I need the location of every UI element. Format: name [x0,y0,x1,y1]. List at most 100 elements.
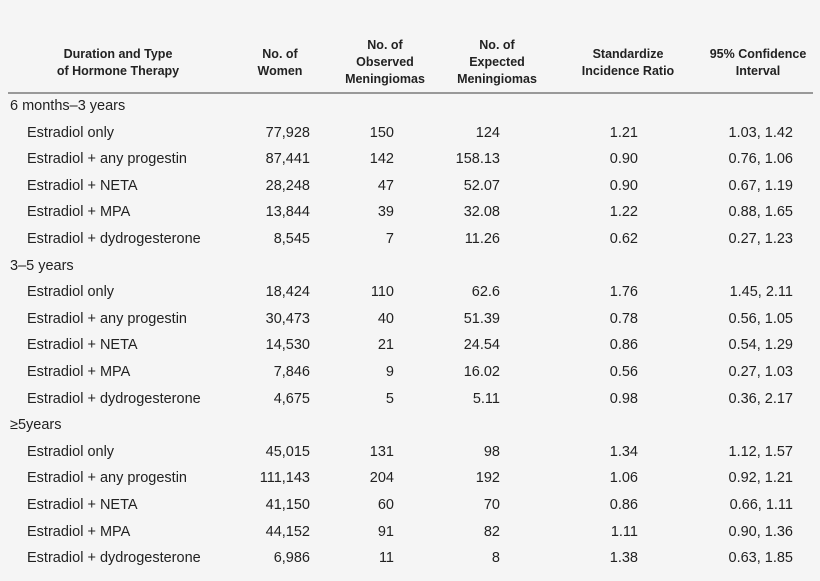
sir-cell: 1.22 [609,204,638,221]
women-cell: 87,441 [265,151,310,168]
header-line: Standardize [592,47,664,61]
sir-cell: 0.90 [609,177,638,194]
group-row: 6 months–3 years [0,93,820,119]
header-line: No. of [262,47,298,61]
table-row: Estradiol + dydrogesterone 8,545 7 11.26 0.6… [0,226,820,252]
observed-cell: 21 [377,337,394,354]
therapy-cell: Estradiol + MPA [27,523,131,540]
header-no-women: No. of Women [240,46,320,80]
expected-cell: 82 [483,523,500,540]
table-row: Estradiol + NETA 41,150 60 70 0.86 0.66, 1.11 [0,492,820,518]
sir-cell: 1.11 [610,523,638,540]
ci-cell: 0.63, 1.85 [728,550,794,567]
table-row: Estradiol only 45,015 131 98 1.34 1.12, 1.57 [0,439,820,465]
ci-cell: 1.45, 2.11 [729,284,793,301]
observed-cell: 7 [385,231,394,247]
therapy-cell: Estradiol + dydrogesterone [27,550,201,567]
expected-cell: 192 [475,470,500,487]
expected-cell: 5.11 [472,390,500,407]
women-cell: 4,675 [273,390,310,407]
ci-cell: 0.92, 1.21 [728,470,794,487]
observed-cell: 60 [377,497,394,513]
expected-cell: 16.02 [463,364,500,380]
therapy-cell: Estradiol + any progestin [27,470,187,487]
therapy-cell: Estradiol + NETA [27,337,138,354]
header-line: Women [257,64,303,78]
therapy-cell: Estradiol + dydrogesterone [27,231,201,247]
header-expected: No. of Expected Meningiomas [442,37,552,88]
observed-cell: 5 [385,390,394,407]
table-row: Estradiol + any progestin 30,473 40 51.39 0.… [0,306,820,332]
header-ci: 95% Confidence Interval [696,46,820,80]
women-cell: 8,545 [273,231,310,247]
header-observed: No. of Observed Meningiomas [330,37,440,88]
women-cell: 111,143 [259,470,310,487]
therapy-cell: Estradiol + any progestin [27,310,187,327]
sir-cell: 1.34 [609,443,638,460]
sir-cell: 0.90 [609,151,638,168]
expected-cell: 52.07 [463,177,500,194]
expected-cell: 8 [491,550,500,567]
header-line: Duration and Type [63,47,173,61]
expected-cell: 98 [483,443,500,460]
header-line: Meningiomas [457,72,537,86]
table-row: Estradiol + MPA 44,152 91 82 1.11 0.90, 1.36 [0,519,820,545]
header-duration-type: Duration and Type of Hormone Therapy [28,46,208,80]
table-row: Estradiol + dydrogesterone 4,675 5 5.11 0.98… [0,386,820,412]
ci-cell: 1.12, 1.57 [728,443,794,460]
ci-cell: 0.88, 1.65 [728,204,794,221]
observed-cell: 150 [369,124,394,141]
header-divider [8,92,813,94]
observed-cell: 11 [378,550,394,567]
therapy-cell: Estradiol + dydrogesterone [27,390,201,407]
sir-cell: 1.21 [609,124,638,141]
ci-cell: 0.76, 1.06 [728,151,794,168]
expected-cell: 62.6 [471,284,500,301]
ci-cell: 0.54, 1.29 [728,337,794,354]
women-cell: 13,844 [265,204,310,221]
women-cell: 28,248 [265,177,310,194]
observed-cell: 142 [369,151,394,168]
ci-cell: 0.67, 1.19 [728,177,794,194]
expected-cell: 32.08 [463,204,500,221]
ci-cell: 1.03, 1.42 [728,124,794,141]
table-row: Estradiol + NETA 14,530 21 24.54 0.86 0.54, 1… [0,332,820,358]
table-row: Estradiol + NETA 28,248 47 52.07 0.90 0.67, 1… [0,173,820,199]
therapy-cell: Estradiol only [27,284,115,301]
table-row: Estradiol + MPA 7,846 9 16.02 0.56 0.27, 1.03 [0,359,820,385]
table-row: Estradiol + any progestin 111,143 204 192 1.… [0,465,820,491]
therapy-cell: Estradiol + NETA [27,177,138,194]
expected-cell: 124 [475,124,500,141]
sir-cell: 0.78 [609,310,638,327]
sir-cell: 0.62 [609,231,638,247]
header-line: Interval [735,64,781,78]
sir-cell: 1.06 [609,470,638,487]
therapy-cell: Estradiol + MPA [27,364,131,380]
header-line: No. of [367,38,403,52]
sir-cell: 0.56 [609,364,638,380]
therapy-cell: Estradiol only [27,124,115,141]
header-line: Expected [469,55,525,69]
observed-cell: 39 [377,204,394,221]
table-row: Estradiol + any progestin 87,441 142 158.13… [0,146,820,172]
expected-cell: 70 [483,497,500,513]
observed-cell: 9 [385,364,394,380]
women-cell: 44,152 [265,523,310,540]
ci-cell: 0.56, 1.05 [728,310,794,327]
header-line: 95% Confidence [709,47,807,61]
observed-cell: 204 [369,470,394,487]
table-row: Estradiol only 77,928 150 124 1.21 1.03, 1.42 [0,120,820,146]
observed-cell: 131 [369,443,394,460]
sir-cell: 0.86 [609,497,638,513]
table-row: Estradiol + dydrogesterone 6,986 11 8 1.38 0.… [0,545,820,571]
observed-cell: 91 [377,523,394,540]
sir-cell: 0.98 [609,390,638,407]
therapy-cell: Estradiol + any progestin [27,151,187,168]
group-row: ≥5years [0,412,820,438]
women-cell: 14,530 [265,337,310,354]
header-line: Incidence Ratio [581,64,675,78]
expected-cell: 24.54 [463,337,500,354]
group-label: ≥5years [10,417,62,434]
ci-cell: 0.27, 1.23 [728,231,794,247]
sir-cell: 1.76 [609,284,638,301]
